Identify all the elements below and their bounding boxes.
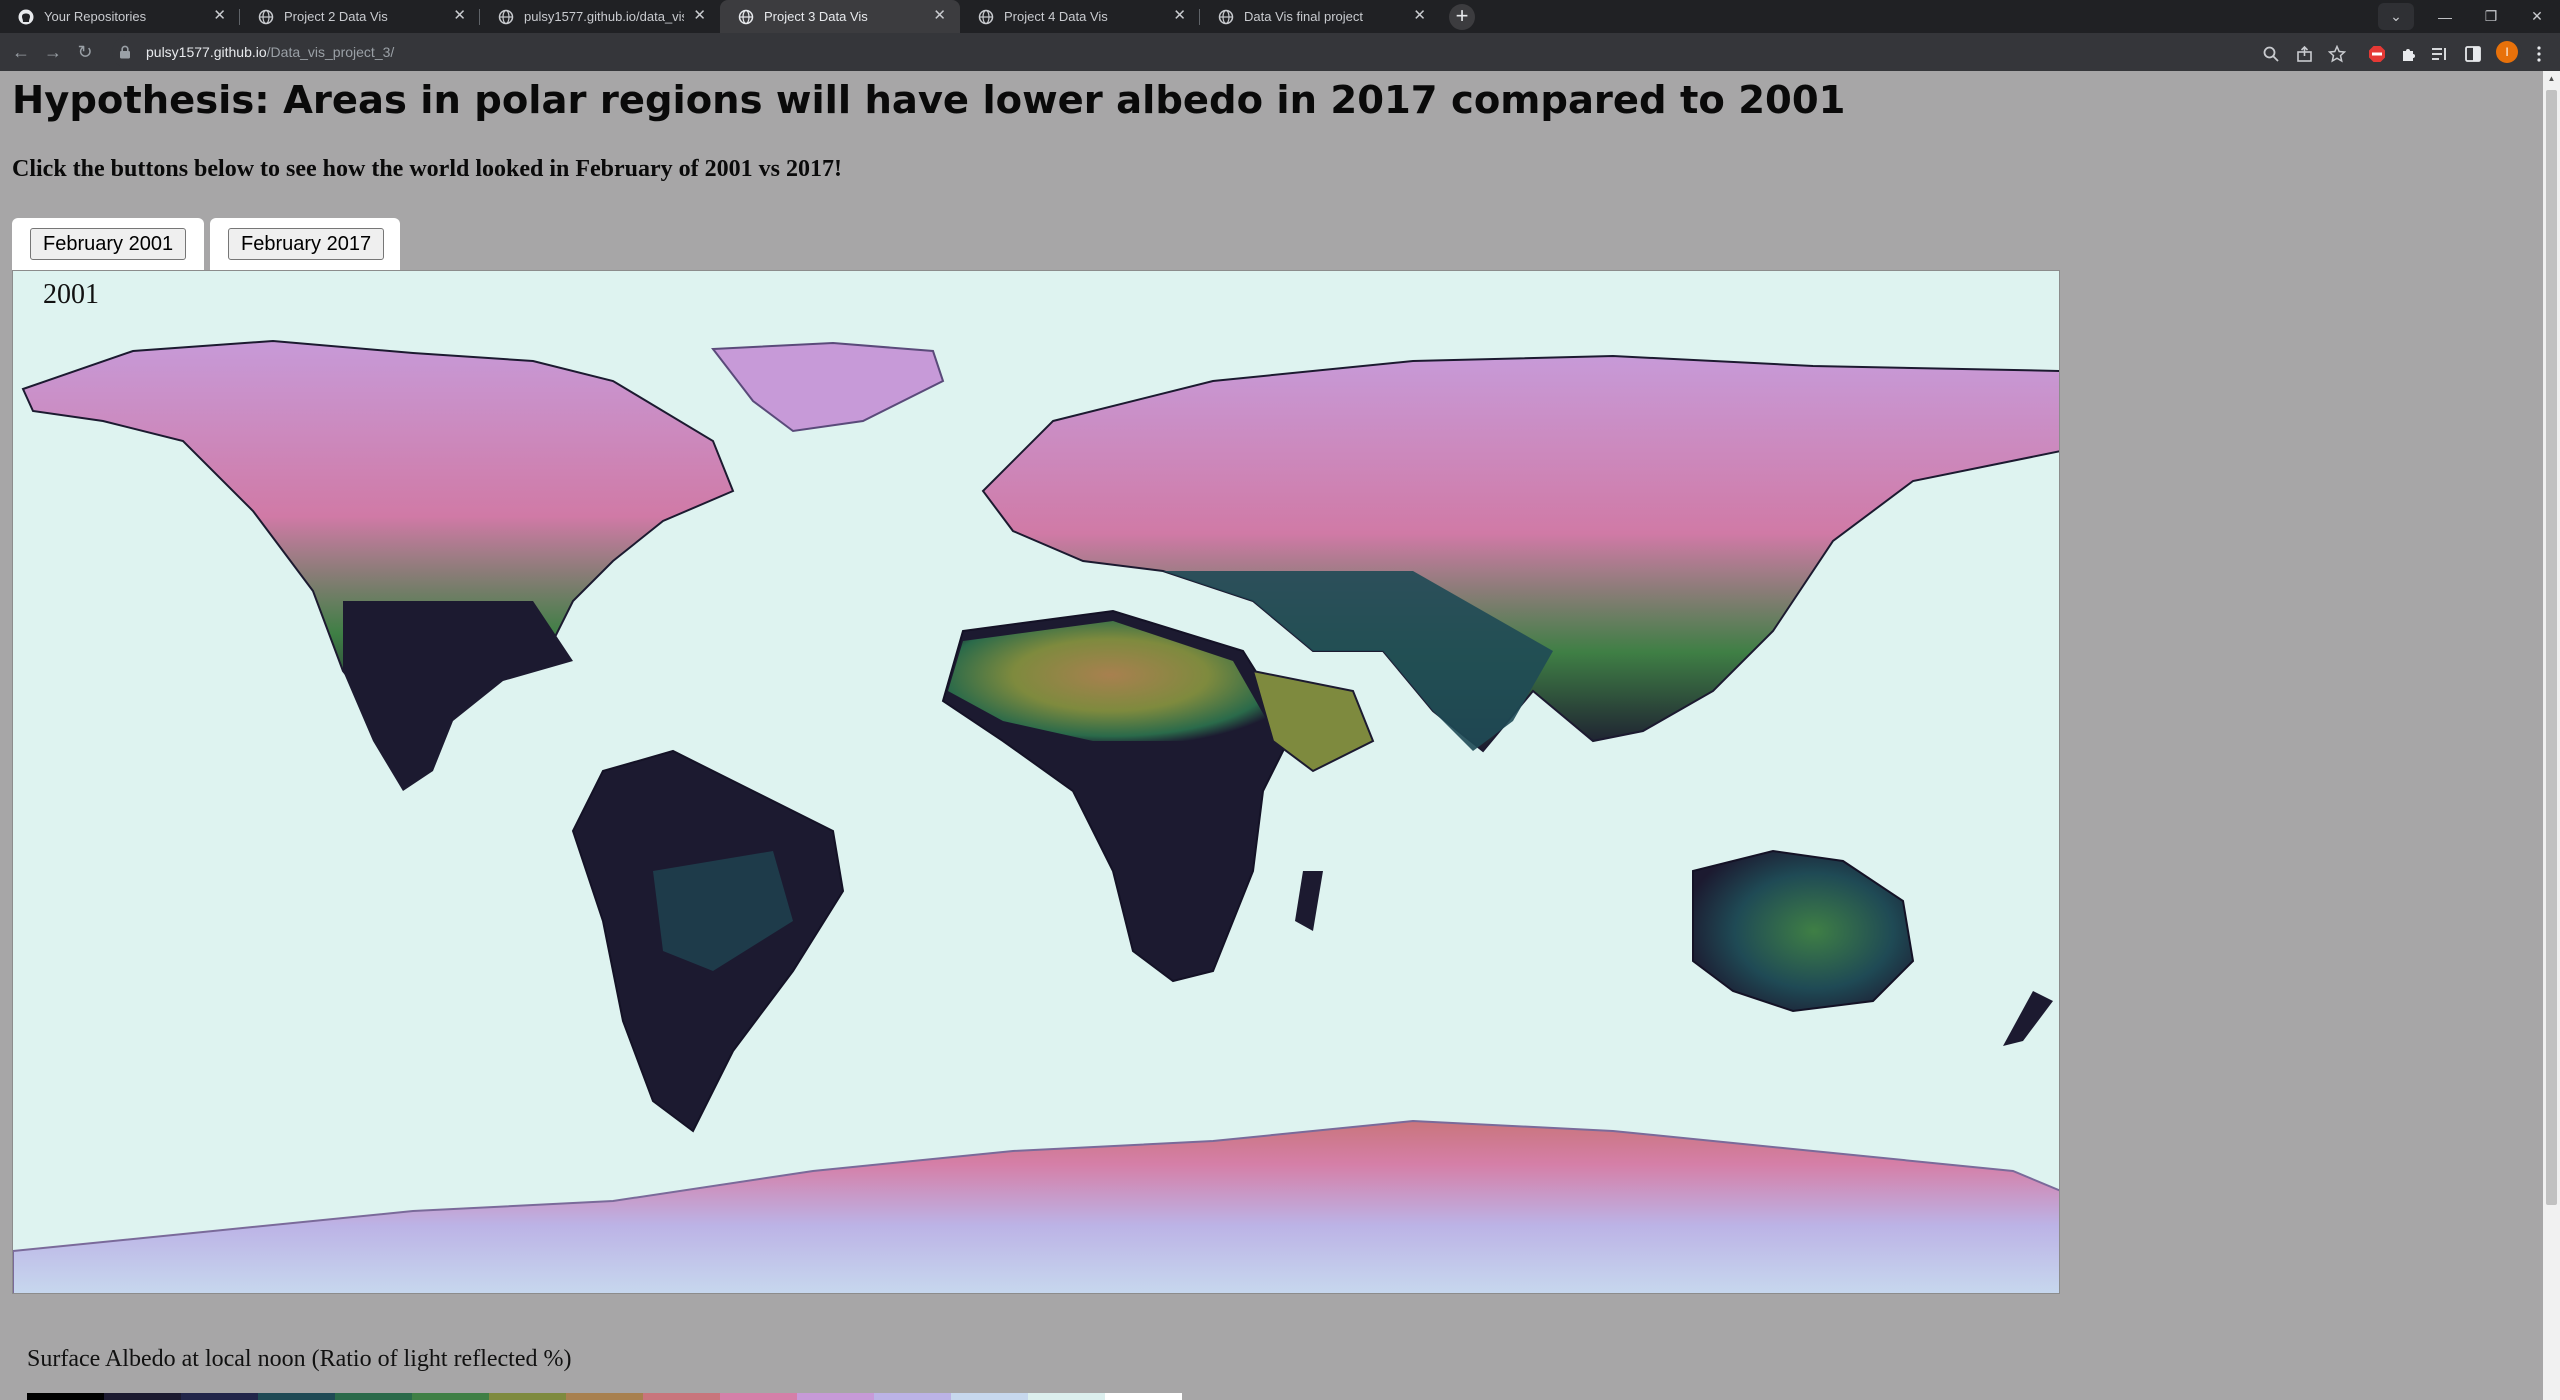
bookmark-star-icon[interactable] bbox=[2328, 45, 2346, 63]
eurasia-south bbox=[1163, 571, 1553, 751]
tab-title: Project 3 Data Vis bbox=[764, 9, 868, 24]
close-icon[interactable]: ✕ bbox=[213, 7, 226, 24]
page-title: Hypothesis: Areas in polar regions will … bbox=[12, 78, 1846, 123]
world-map-graphic bbox=[13, 339, 2059, 1293]
browser-tab-project-4[interactable]: Project 4 Data Vis ✕ bbox=[960, 0, 1200, 33]
kebab-menu-icon[interactable] bbox=[2530, 45, 2548, 63]
sahara-desert bbox=[948, 621, 1273, 741]
tab-separator bbox=[1199, 9, 1200, 25]
tab-title: pulsy1577.github.io/data_vis_1.i bbox=[524, 9, 684, 24]
legend-swatch bbox=[1105, 1393, 1182, 1400]
globe-icon bbox=[978, 9, 994, 24]
browser-tab-your-repositories[interactable]: Your Repositories ✕ bbox=[0, 0, 240, 33]
legend-swatch bbox=[181, 1393, 258, 1400]
madagascar bbox=[1295, 871, 1323, 931]
february-2001-button[interactable]: February 2001 bbox=[30, 228, 187, 260]
legend-swatch bbox=[874, 1393, 951, 1400]
legend-swatch bbox=[335, 1393, 412, 1400]
legend-swatch bbox=[1028, 1393, 1105, 1400]
tab-february-2001: February 2001 bbox=[12, 218, 204, 270]
url-path: /Data_vis_project_3/ bbox=[266, 44, 395, 60]
close-icon[interactable]: ✕ bbox=[933, 7, 946, 24]
address-bar[interactable]: pulsy1577.github.io/Data_vis_project_3/ bbox=[112, 36, 2522, 68]
back-arrow-icon[interactable]: ← bbox=[12, 42, 30, 62]
albedo-world-map: 2001 bbox=[12, 270, 2060, 1294]
legend-swatch bbox=[258, 1393, 335, 1400]
map-year-label: 2001 bbox=[43, 279, 99, 310]
page-subheading: Click the buttons below to see how the w… bbox=[12, 156, 843, 182]
browser-tab-data-vis-1[interactable]: pulsy1577.github.io/data_vis_1.i ✕ bbox=[480, 0, 720, 33]
australia-landmass bbox=[1692, 849, 1915, 1013]
north-america-south bbox=[343, 601, 573, 791]
close-icon[interactable]: ✕ bbox=[1173, 7, 1186, 24]
legend-swatch bbox=[27, 1393, 104, 1400]
february-2017-button[interactable]: February 2017 bbox=[228, 228, 385, 260]
close-icon[interactable]: ✕ bbox=[453, 7, 466, 24]
minimize-button[interactable]: — bbox=[2438, 8, 2452, 25]
legend-swatch bbox=[643, 1393, 720, 1400]
browser-tab-project-3[interactable]: Project 3 Data Vis ✕ bbox=[720, 0, 960, 33]
globe-icon bbox=[1218, 9, 1234, 24]
tab-title: Project 2 Data Vis bbox=[284, 9, 388, 24]
tab-search-button[interactable]: ⌄ bbox=[2378, 3, 2414, 30]
globe-icon bbox=[258, 9, 274, 24]
close-window-button[interactable]: ✕ bbox=[2531, 8, 2543, 24]
legend-swatch bbox=[489, 1393, 566, 1400]
adblock-icon[interactable] bbox=[2368, 45, 2386, 63]
new-zealand bbox=[2003, 991, 2053, 1046]
tab-separator bbox=[239, 9, 240, 25]
tab-title: Project 4 Data Vis bbox=[1004, 9, 1108, 24]
globe-icon bbox=[738, 9, 754, 24]
url-host: pulsy1577.github.io bbox=[146, 44, 267, 60]
github-icon bbox=[18, 9, 34, 24]
page-scrollbar-thumb[interactable] bbox=[2546, 90, 2557, 1205]
tab-february-2017: February 2017 bbox=[210, 218, 400, 270]
arabian-peninsula bbox=[1251, 669, 1375, 773]
zoom-icon[interactable] bbox=[2262, 45, 2280, 63]
extensions-puzzle-icon[interactable] bbox=[2400, 45, 2418, 63]
legend-title: Surface Albedo at local noon (Ratio of l… bbox=[27, 1346, 572, 1372]
legend-swatch bbox=[951, 1393, 1028, 1400]
lock-icon[interactable] bbox=[118, 45, 132, 59]
south-america-highland bbox=[653, 851, 793, 971]
greenland-landmass bbox=[711, 341, 945, 433]
reload-icon[interactable]: ↻ bbox=[77, 42, 93, 62]
scroll-up-arrow-icon[interactable]: ▲ bbox=[2547, 74, 2556, 83]
globe-icon bbox=[498, 9, 514, 24]
share-icon[interactable] bbox=[2296, 45, 2314, 63]
browser-tab-project-2[interactable]: Project 2 Data Vis ✕ bbox=[240, 0, 480, 33]
legend-swatch bbox=[566, 1393, 643, 1400]
legend-swatch bbox=[104, 1393, 181, 1400]
legend-swatch bbox=[720, 1393, 797, 1400]
browser-tab-strip: Your Repositories ✕ Project 2 Data Vis ✕… bbox=[0, 0, 2560, 33]
tab-title: Data Vis final project bbox=[1244, 9, 1363, 24]
close-icon[interactable]: ✕ bbox=[693, 7, 706, 24]
new-tab-button[interactable]: + bbox=[1449, 4, 1475, 30]
legend-swatch bbox=[412, 1393, 489, 1400]
eurasia-landmass bbox=[981, 354, 2059, 753]
restore-button[interactable]: ❐ bbox=[2484, 8, 2498, 24]
browser-toolbar: ← → ↻ pulsy1577.github.io/Data_vis_proje… bbox=[0, 33, 2560, 71]
tab-separator bbox=[479, 9, 480, 25]
browser-tab-final-project[interactable]: Data Vis final project ✕ bbox=[1200, 0, 1440, 33]
albedo-color-legend bbox=[27, 1393, 1182, 1400]
profile-avatar[interactable]: I bbox=[2496, 41, 2518, 63]
antarctica-landmass bbox=[13, 1119, 2059, 1293]
forward-arrow-icon[interactable]: → bbox=[44, 42, 62, 62]
reading-list-icon[interactable] bbox=[2430, 45, 2448, 63]
tab-title: Your Repositories bbox=[44, 9, 147, 24]
legend-swatch bbox=[797, 1393, 874, 1400]
side-panel-icon[interactable] bbox=[2464, 45, 2482, 63]
close-icon[interactable]: ✕ bbox=[1413, 7, 1426, 24]
